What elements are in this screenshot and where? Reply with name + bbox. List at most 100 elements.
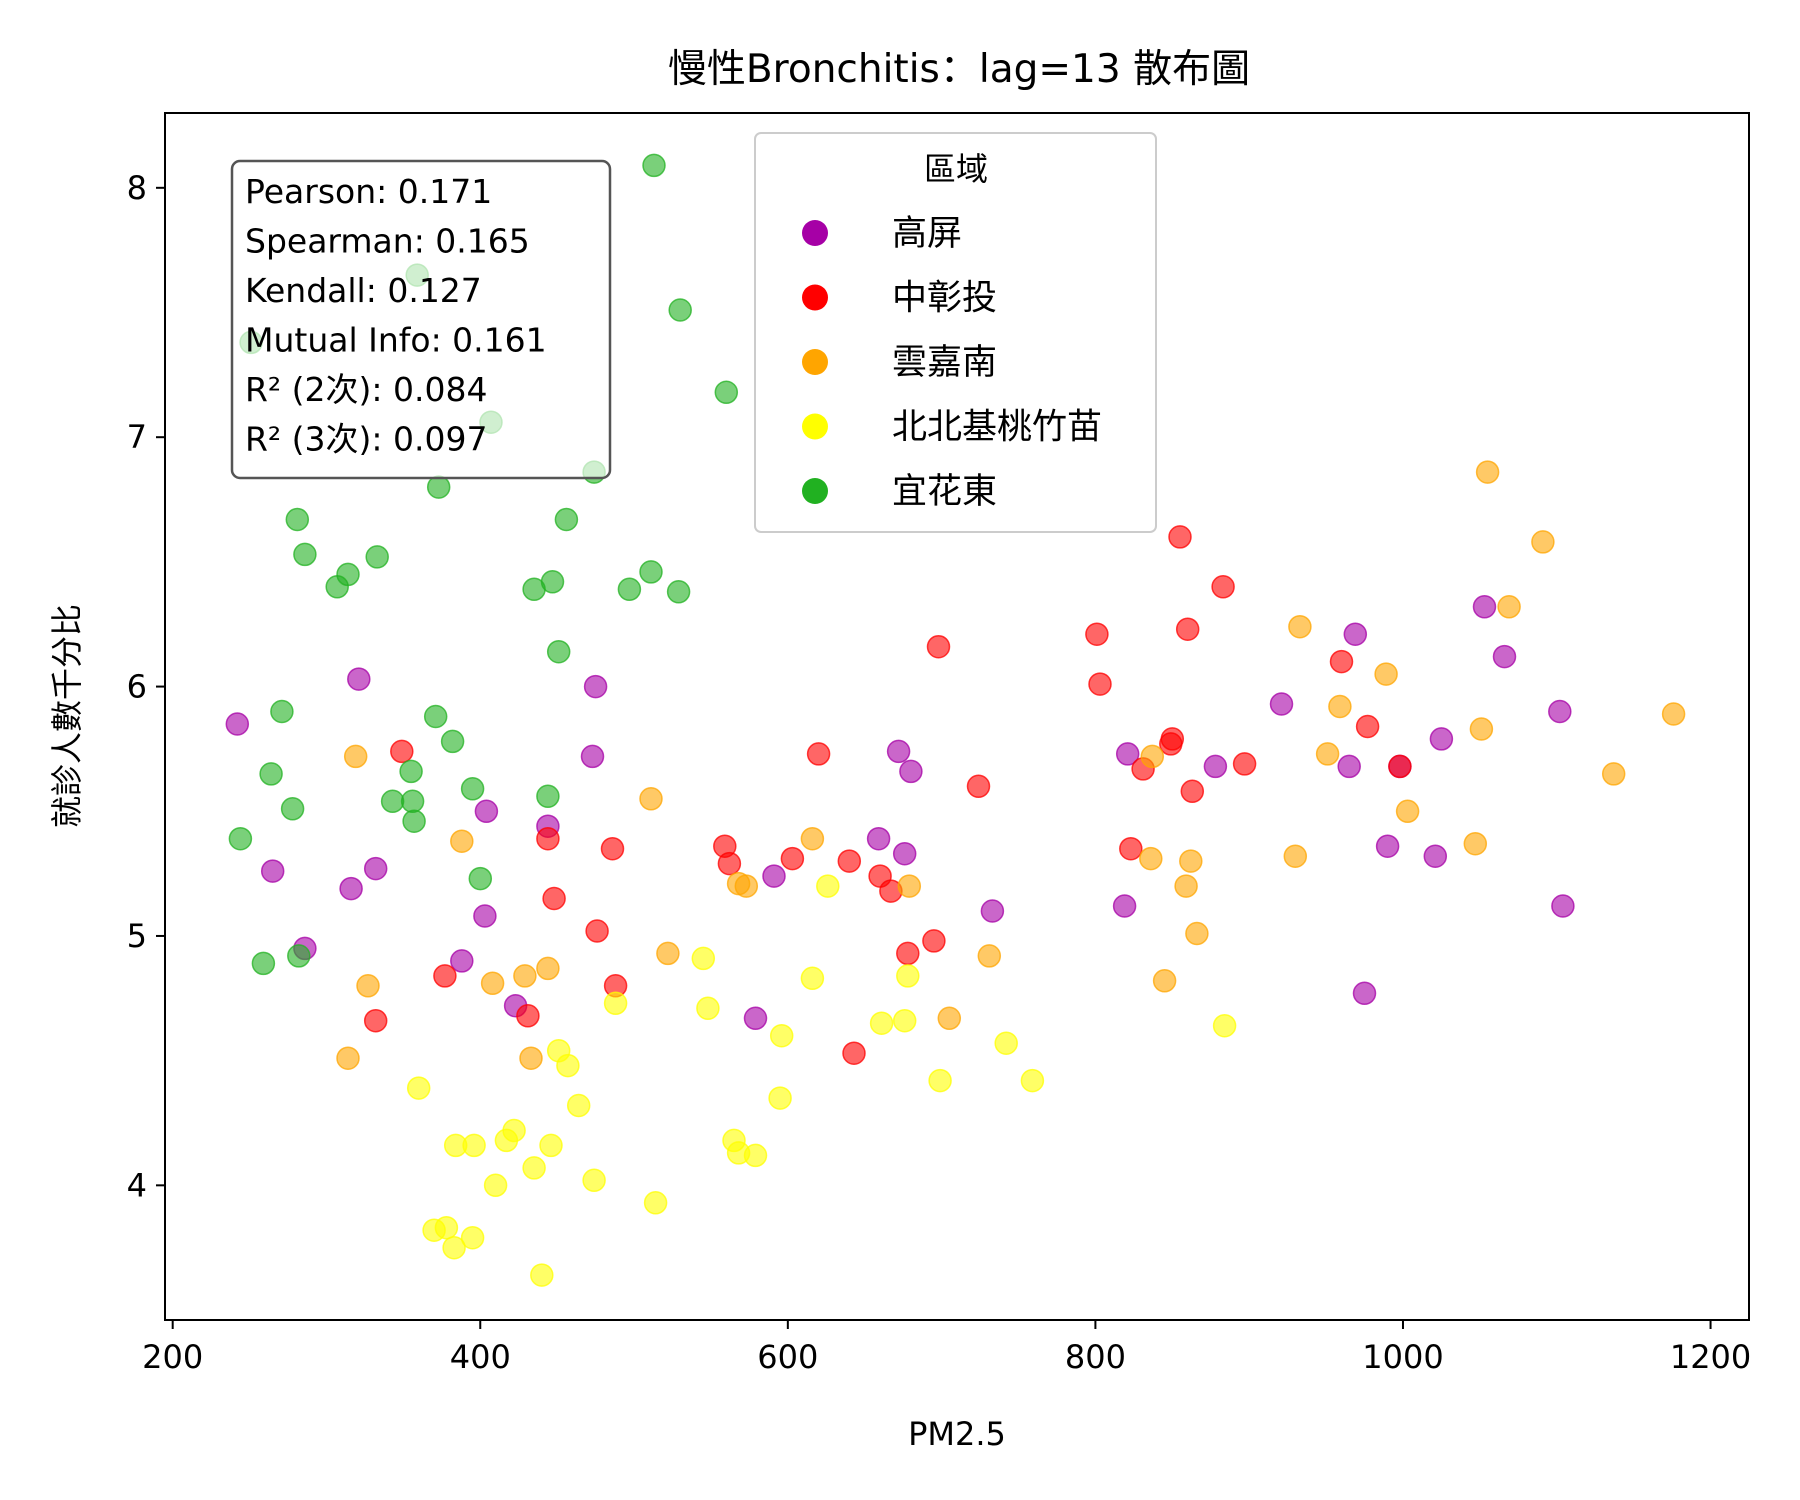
- data-point: [937, 1006, 962, 1031]
- legend-marker: [802, 220, 828, 246]
- data-point: [892, 1008, 917, 1033]
- data-point: [816, 874, 840, 898]
- data-point: [502, 1118, 526, 1143]
- data-point: [1395, 799, 1420, 824]
- data-point: [460, 777, 485, 801]
- data-point: [539, 1133, 563, 1158]
- data-point: [1283, 844, 1308, 868]
- data-point: [530, 1263, 554, 1287]
- data-point: [585, 919, 609, 943]
- data-point: [1497, 595, 1521, 619]
- x-tick-label: 400: [450, 1338, 511, 1376]
- data-point: [837, 849, 862, 873]
- data-point: [450, 829, 474, 853]
- data-point: [259, 762, 283, 786]
- data-point: [666, 580, 691, 604]
- data-point: [656, 941, 680, 966]
- data-point: [897, 874, 922, 898]
- data-point: [542, 886, 566, 911]
- data-point: [460, 1225, 485, 1250]
- data-point: [399, 759, 423, 784]
- data-point: [966, 774, 991, 799]
- data-point: [642, 153, 666, 178]
- data-point: [1185, 921, 1209, 946]
- y-tick-label: 6: [127, 668, 147, 706]
- data-point: [1115, 742, 1140, 766]
- data-point: [696, 996, 720, 1021]
- data-point: [406, 1076, 431, 1100]
- data-point: [1531, 530, 1555, 554]
- legend-marker: [802, 284, 828, 311]
- data-point: [343, 744, 368, 769]
- data-point: [566, 1093, 591, 1118]
- x-tick-label: 600: [757, 1338, 818, 1376]
- data-point: [743, 1006, 768, 1031]
- data-point: [1212, 1013, 1237, 1038]
- data-point: [536, 784, 560, 809]
- data-point: [522, 1156, 546, 1180]
- data-point: [583, 674, 608, 699]
- data-point: [1472, 595, 1497, 619]
- data-point: [1269, 692, 1294, 716]
- data-point: [600, 836, 625, 861]
- data-point: [1180, 779, 1205, 804]
- data-point: [1469, 717, 1494, 741]
- data-point: [762, 864, 786, 888]
- data-point: [287, 944, 311, 968]
- data-point: [1168, 525, 1192, 549]
- data-point: [1288, 614, 1312, 639]
- data-point: [363, 856, 388, 881]
- data-point: [1492, 644, 1517, 669]
- data-point: [1179, 849, 1203, 873]
- data-point: [994, 1031, 1018, 1055]
- data-point: [556, 1053, 580, 1078]
- data-point: [440, 729, 465, 754]
- x-tick-label: 200: [142, 1338, 203, 1376]
- data-point: [426, 475, 451, 499]
- stats-line: Pearson: 0.171: [245, 172, 492, 211]
- data-point: [402, 809, 426, 833]
- data-point: [285, 507, 310, 532]
- data-point: [896, 941, 920, 966]
- y-tick-label: 8: [127, 169, 147, 207]
- y-tick-label: 5: [127, 917, 147, 955]
- data-point: [1139, 846, 1163, 871]
- legend-marker: [802, 478, 828, 504]
- data-point: [1329, 649, 1354, 674]
- data-point: [513, 964, 537, 988]
- data-point: [536, 826, 560, 851]
- data-point: [433, 964, 457, 988]
- legend-label: 中彰投: [892, 279, 997, 319]
- data-point: [1315, 742, 1340, 766]
- legend-label: 北北基桃竹苗: [892, 408, 1102, 448]
- data-point: [1661, 702, 1686, 726]
- data-point: [365, 545, 389, 569]
- stats-line: Kendall: 0.127: [245, 271, 482, 310]
- data-point: [1548, 699, 1572, 724]
- data-point: [546, 639, 571, 664]
- data-point: [225, 712, 250, 736]
- data-point: [1232, 752, 1257, 776]
- data-point: [1352, 981, 1377, 1006]
- data-point: [769, 1023, 794, 1048]
- x-axis-label: PM2.5: [908, 1415, 1006, 1453]
- data-point: [540, 570, 565, 594]
- y-axis-label: 就診人數千分比: [48, 604, 86, 828]
- legend-label: 宜花東: [892, 472, 997, 512]
- data-point: [1337, 754, 1361, 779]
- data-point: [1119, 836, 1143, 861]
- data-point: [228, 826, 253, 851]
- data-point: [866, 826, 891, 851]
- data-point: [462, 1133, 486, 1158]
- data-point: [519, 1046, 543, 1070]
- stats-annotation-box: Pearson: 0.171 Spearman: 0.165 Kendall: 0.…: [230, 159, 612, 480]
- data-point: [892, 841, 917, 866]
- data-point: [1475, 460, 1500, 484]
- data-point: [363, 1008, 388, 1033]
- data-point: [251, 951, 276, 976]
- data-point: [1328, 694, 1352, 719]
- data-point: [1463, 831, 1488, 856]
